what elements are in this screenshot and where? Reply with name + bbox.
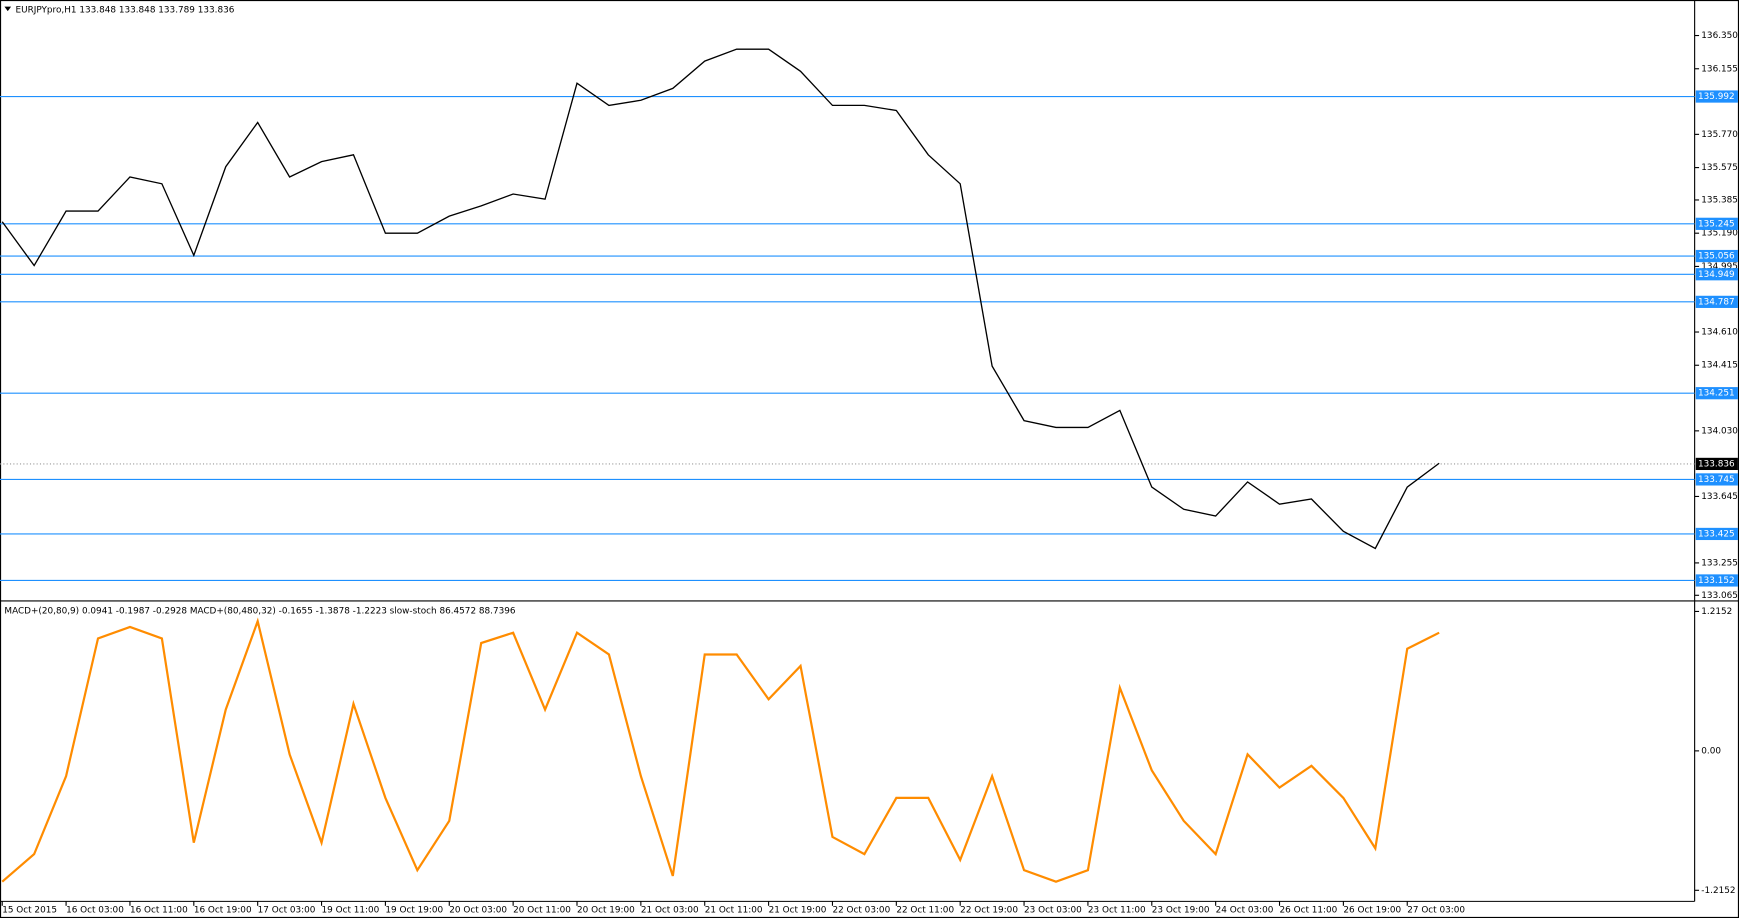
level-label: 133.425 (1698, 529, 1735, 539)
x-tick-label: 20 Oct 19:00 (577, 906, 635, 916)
x-tick-label: 16 Oct 03:00 (66, 906, 124, 916)
x-tick-label: 20 Oct 03:00 (449, 906, 507, 916)
level-label: 133.745 (1698, 475, 1735, 485)
level-label-box (1695, 574, 1738, 587)
y-tick-label: -1.2152 (1701, 886, 1735, 896)
y-tick-label: 135.190 (1701, 229, 1738, 239)
price-header: EURJPYpro,H1 133.848 133.848 133.789 133… (16, 5, 235, 15)
price-line (1, 48, 1440, 550)
y-tick-label: 134.995 (1701, 262, 1738, 272)
stochastic-line (1, 617, 1440, 883)
level-label: 135.992 (1698, 92, 1735, 102)
x-tick-label: 19 Oct 19:00 (385, 906, 443, 916)
y-tick-label: 133.255 (1701, 558, 1738, 568)
y-tick-label: 136.155 (1701, 64, 1738, 74)
x-tick-label: 17 Oct 03:00 (258, 906, 316, 916)
x-tick-label: 21 Oct 19:00 (769, 906, 827, 916)
y-tick-label: 135.385 (1701, 195, 1738, 205)
last-price-label: 133.836 (1698, 459, 1735, 469)
level-label-box (1695, 90, 1738, 103)
y-tick-label: 136.350 (1701, 31, 1738, 41)
x-tick-label: 16 Oct 11:00 (130, 906, 188, 916)
level-label: 134.251 (1698, 389, 1735, 399)
y-tick-label: 133.645 (1701, 492, 1738, 502)
level-label: 134.949 (1698, 270, 1735, 280)
x-tick-label: 27 Oct 03:00 (1407, 906, 1465, 916)
level-label-box (1695, 268, 1738, 281)
x-tick-label: 22 Oct 03:00 (832, 906, 890, 916)
x-tick-label: 23 Oct 03:00 (1024, 906, 1082, 916)
x-tick-label: 22 Oct 19:00 (960, 906, 1018, 916)
x-tick-label: 21 Oct 03:00 (641, 906, 699, 916)
level-label-box (1695, 527, 1738, 541)
level-label-box (1695, 387, 1738, 400)
level-label-box (1695, 473, 1738, 486)
y-tick-label: 133.065 (1701, 591, 1738, 601)
y-tick-label: 134.030 (1701, 426, 1738, 436)
menu-arrow (4, 6, 12, 12)
last-price-box (1695, 457, 1738, 471)
level-label: 134.787 (1698, 297, 1735, 307)
x-tick-label: 19 Oct 11:00 (322, 906, 380, 916)
x-tick-label: 15 Oct 2015 (2, 906, 57, 916)
level-label: 135.056 (1698, 252, 1735, 262)
y-tick-label: 135.575 (1701, 163, 1738, 173)
x-tick-label: 26 Oct 19:00 (1343, 906, 1401, 916)
x-tick-label: 23 Oct 19:00 (1152, 906, 1210, 916)
y-tick-label: 134.610 (1701, 328, 1738, 338)
x-tick-label: 26 Oct 11:00 (1280, 906, 1338, 916)
x-tick-label: 20 Oct 11:00 (513, 906, 571, 916)
level-label-box (1695, 249, 1738, 263)
y-tick-label: 1.2152 (1701, 607, 1732, 617)
level-label-box (1695, 295, 1738, 308)
indicator-header: MACD+(20,80,9) 0.0941 -0.1987 -0.2928 MA… (4, 606, 515, 616)
x-tick-label: 22 Oct 11:00 (896, 906, 954, 916)
x-tick-label: 21 Oct 11:00 (705, 906, 763, 916)
level-label: 133.152 (1698, 576, 1735, 586)
x-tick-label: 16 Oct 19:00 (194, 906, 252, 916)
level-label: 135.245 (1698, 219, 1735, 229)
y-tick-label: 135.770 (1701, 130, 1738, 140)
y-tick-label: 0.00 (1701, 746, 1721, 756)
y-tick-label: 134.415 (1701, 361, 1738, 371)
x-tick-label: 24 Oct 03:00 (1216, 906, 1274, 916)
level-label-box (1695, 217, 1738, 230)
x-tick-label: 23 Oct 11:00 (1088, 906, 1146, 916)
